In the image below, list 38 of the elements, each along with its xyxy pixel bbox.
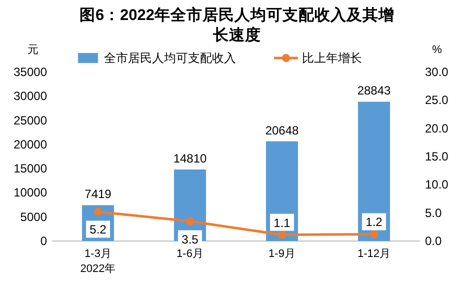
- y-tick-label: 15000: [14, 162, 48, 176]
- y2-tick-label: 25.0: [425, 93, 449, 108]
- legend-label: 全市居民人均可支配收入: [104, 51, 236, 65]
- data-label: 7419: [84, 187, 112, 202]
- data-label: 3.5: [182, 232, 199, 246]
- point: [186, 217, 194, 226]
- y2-tick-label: 30.0: [425, 65, 449, 79]
- point: [278, 230, 286, 239]
- y2-tick-label: 5.0: [425, 206, 442, 220]
- legend-label: 比上年增长: [302, 51, 362, 65]
- data-label: 28843: [357, 84, 392, 98]
- x-tick-label: 1-12月: [357, 248, 391, 260]
- y-axis-title: 元: [28, 44, 38, 56]
- x-tick-label: 1-9月: [268, 248, 296, 260]
- x-tick-label: 1-6月: [176, 248, 204, 260]
- y-tick-label: 25000: [14, 113, 48, 128]
- data-label: 1.2: [366, 215, 383, 230]
- text: 2022年: [80, 263, 116, 275]
- data-label: 20648: [265, 123, 300, 138]
- data-label: 1.1: [274, 216, 291, 230]
- y-tick-label: 0: [40, 234, 48, 248]
- y2-tick-label: 20.0: [425, 121, 449, 136]
- y2-tick-label: 0.0: [425, 234, 442, 248]
- x-tick-label: 1-3月: [84, 248, 112, 260]
- point: [94, 208, 102, 216]
- chart-title: 图6：2022年全市居民人均可支配收入及其增长速度: [79, 6, 395, 44]
- point: [370, 230, 378, 238]
- data-label: 14810: [173, 151, 208, 166]
- y-tick-label: 5000: [20, 210, 48, 224]
- bar: [358, 102, 390, 241]
- y2-tick-label: 15.0: [425, 150, 449, 164]
- y2-axis-title: %: [432, 44, 442, 56]
- y-tick-label: 20000: [14, 137, 48, 152]
- data-label: 5.2: [90, 222, 107, 237]
- y-tick-label: 10000: [14, 186, 48, 200]
- y-tick-label: 35000: [14, 65, 48, 79]
- y2-tick-label: 10.0: [425, 178, 449, 192]
- y-tick-label: 30000: [14, 89, 48, 104]
